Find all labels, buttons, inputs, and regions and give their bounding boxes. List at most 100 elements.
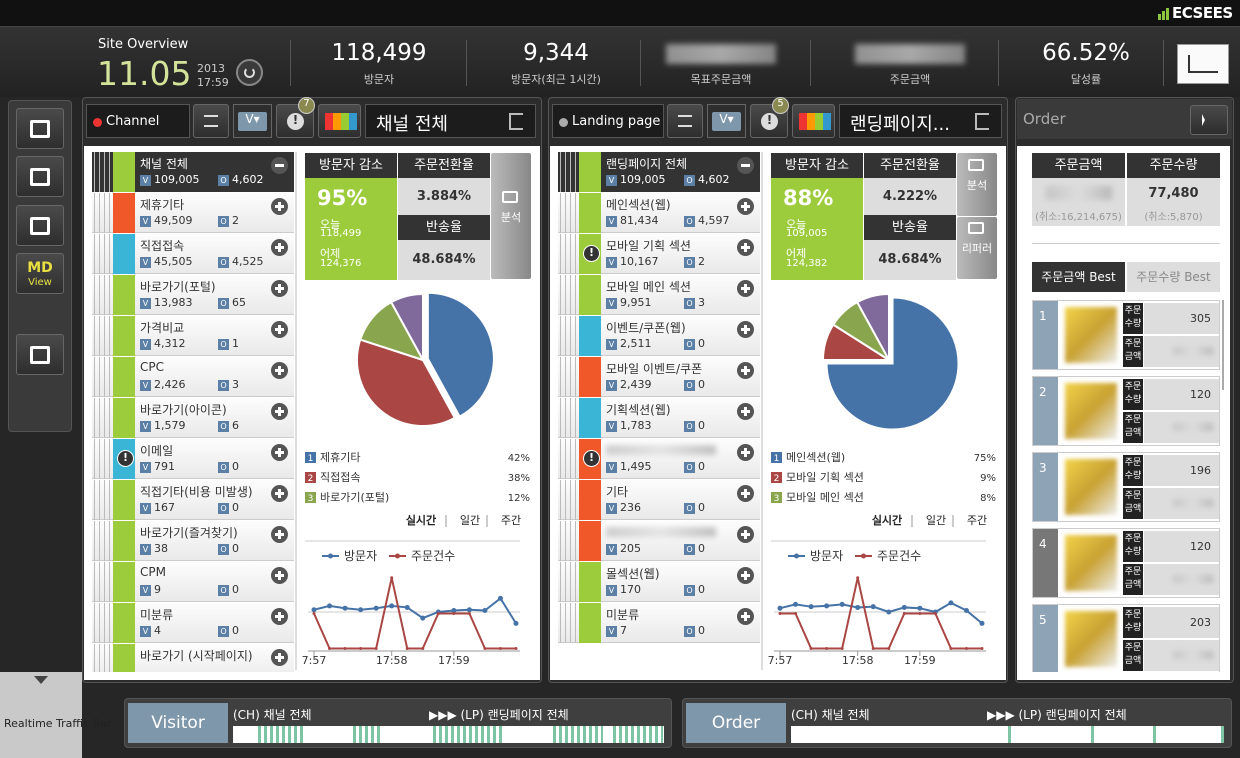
collapse-button[interactable]	[737, 157, 754, 174]
sidebar-button[interactable]	[16, 205, 64, 246]
expand-button[interactable]	[737, 526, 754, 543]
refresh-button[interactable]	[236, 59, 263, 86]
list-item[interactable]: CPM V 9 O 0	[92, 562, 294, 602]
expand-button[interactable]	[271, 567, 288, 584]
panel-tab[interactable]: Landing page	[552, 104, 664, 138]
sidebar-button[interactable]	[16, 108, 64, 149]
panel-tab[interactable]: Channel	[86, 104, 190, 138]
list-item[interactable]: 메인섹션(웹) V 81,434 O 4,597	[558, 193, 760, 233]
best-item[interactable]: 4 주문 수량 120 주문 금액	[1032, 528, 1220, 598]
point	[902, 612, 906, 616]
list-item[interactable]: 기타 V 236 O 0	[558, 480, 760, 520]
color-bar	[113, 275, 135, 315]
collapse-arrow[interactable]	[34, 676, 48, 684]
expand-button[interactable]	[271, 239, 288, 256]
expand-button[interactable]	[271, 485, 288, 502]
color-button[interactable]	[792, 104, 835, 138]
list-item[interactable]: 기획섹션(웹) V 1,783 O 0	[558, 398, 760, 438]
expand-button[interactable]	[271, 403, 288, 420]
expand-button[interactable]	[737, 239, 754, 256]
list-item[interactable]: 직접접속 V 45,505 O 4,525	[92, 234, 294, 274]
swap-button[interactable]	[667, 104, 703, 138]
list-item[interactable]: 바로가기(즐겨찾기) V 38 O 0	[92, 521, 294, 561]
o-count: 3	[698, 296, 705, 309]
expand-button[interactable]	[271, 608, 288, 625]
expand-button[interactable]	[271, 649, 288, 666]
stripe	[94, 357, 95, 397]
list-item[interactable]: 이벤트/쿠폰(웹) V 2,511 O 0	[558, 316, 760, 356]
panel-title-text: 채널 전체	[376, 114, 448, 135]
list-item[interactable]: CPC V 2,426 O 3	[92, 357, 294, 397]
color-swatch	[815, 113, 823, 130]
expand-button[interactable]	[737, 198, 754, 215]
list-item[interactable]: 미분류 V 4 O 0	[92, 603, 294, 643]
best-item[interactable]: 2 주문 수량 120 주문 금액	[1032, 376, 1220, 446]
best-tab[interactable]: 주문수량 Best	[1127, 262, 1220, 292]
list-item[interactable]: 바로가기 (시작페이지)	[92, 644, 294, 672]
list-item[interactable]: 모바일 메인 섹션 V 9,951 O 3	[558, 275, 760, 315]
list-item[interactable]: 미분류 V 7 O 0	[558, 603, 760, 643]
dropdown-button[interactable]: V▾	[233, 104, 272, 138]
list-item[interactable]: ! 모바일 기획 섹션 V 10,167 O 2	[558, 234, 760, 274]
list-item[interactable]: ! 이메일 V 791 O 0	[92, 439, 294, 479]
list-item[interactable]: 가격비교 V 4,312 O 1	[92, 316, 294, 356]
expand-button[interactable]	[271, 198, 288, 215]
list-item[interactable]: 랜딩페이지 전체 V 109,005 O 4,602	[558, 152, 760, 192]
collapse-panel-button[interactable]	[1190, 105, 1228, 135]
chart-button[interactable]	[1177, 44, 1229, 84]
expand-button[interactable]	[271, 280, 288, 297]
expand-button[interactable]	[737, 567, 754, 584]
expand-button[interactable]	[271, 321, 288, 338]
stripe	[575, 562, 576, 602]
expand-button[interactable]	[737, 403, 754, 420]
list-item[interactable]: 모바일 이벤트/쿠폰 V 2,439 O 0	[558, 357, 760, 397]
traffic-button[interactable]: Order	[686, 703, 786, 743]
traffic-stripes	[1153, 726, 1156, 743]
expand-button[interactable]	[737, 362, 754, 379]
list-item[interactable]: 바로가기(아이콘) V 1,579 O 6	[92, 398, 294, 438]
panel-title[interactable]: 채널 전체	[365, 104, 536, 138]
sidebar-button[interactable]: MD View	[16, 253, 64, 294]
list-item[interactable]: ! V 1,495 O 0	[558, 439, 760, 479]
panel-title[interactable]: 랜딩페이지...	[839, 104, 1002, 138]
list-item[interactable]: V 205 O 0	[558, 521, 760, 561]
order-value-box	[1127, 178, 1220, 226]
list-item[interactable]: 제휴기타 V 49,509 O 2	[92, 193, 294, 233]
sidebar-button[interactable]	[16, 334, 64, 375]
expand-button[interactable]	[271, 526, 288, 543]
stripe	[94, 480, 95, 520]
list-item[interactable]: 몰섹션(웹) V 170 O 0	[558, 562, 760, 602]
expand-button[interactable]	[271, 362, 288, 379]
v-count: 10,167	[620, 255, 659, 268]
color-swatch	[823, 113, 831, 130]
sidebar-button[interactable]	[16, 156, 64, 197]
color-button[interactable]	[318, 104, 361, 138]
list-item[interactable]: 직접기타(비용 미발생) V 167 O 0	[92, 480, 294, 520]
side-button[interactable]: 리퍼러	[957, 216, 997, 279]
expand-button[interactable]	[271, 444, 288, 461]
traffic-button[interactable]: Visitor	[128, 703, 228, 743]
v-badge: V	[606, 216, 617, 227]
side-button[interactable]: 분석	[491, 153, 531, 279]
rank-cell: 2	[1033, 377, 1058, 445]
list-item[interactable]: 바로가기(포털) V 13,983 O 65	[92, 275, 294, 315]
best-item[interactable]: 1 주문 수량 305 주문 금액	[1032, 300, 1220, 370]
point	[312, 612, 316, 616]
decrease-percent: 88%	[783, 186, 834, 210]
side-button[interactable]: 분석	[957, 153, 997, 216]
qty-value: 305	[1144, 303, 1219, 334]
expand-button[interactable]	[737, 485, 754, 502]
best-item[interactable]: 3 주문 수량 196 주문 금액	[1032, 452, 1220, 522]
collapse-button[interactable]	[271, 157, 288, 174]
list-item[interactable]: 채널 전체 V 109,005 O 4,602	[92, 152, 294, 192]
swap-button[interactable]	[193, 104, 229, 138]
dropdown-button[interactable]: V▾	[707, 104, 746, 138]
expand-button[interactable]	[737, 321, 754, 338]
expand-button[interactable]	[737, 280, 754, 297]
best-tab[interactable]: 주문금액 Best	[1032, 262, 1125, 292]
expand-button[interactable]	[737, 608, 754, 625]
qty-label: 주문 수량	[1123, 379, 1143, 410]
expand-button[interactable]	[737, 444, 754, 461]
best-item[interactable]: 5 주문 수량 203 주문 금액	[1032, 604, 1220, 672]
